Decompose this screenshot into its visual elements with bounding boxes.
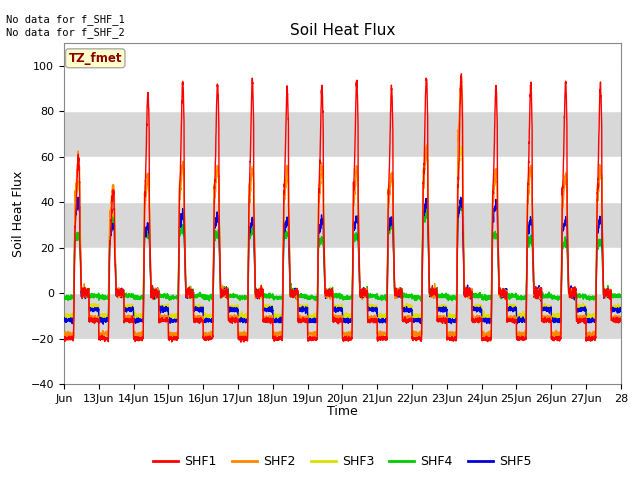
SHF4 [617, 292, 625, 298]
SHF3 [617, 304, 625, 310]
SHF1 [393, 291, 401, 297]
SHF5 [537, 291, 545, 297]
Line: SHF1: SHF1 [64, 74, 621, 342]
SHF1 [237, 339, 244, 345]
SHF4 [393, 287, 401, 293]
Title: Soil Heat Flux: Soil Heat Flux [290, 23, 395, 38]
SHF2 [175, 203, 183, 208]
SHF4 [523, 271, 531, 277]
SHF3 [586, 316, 593, 322]
SHF2 [523, 279, 531, 285]
SHF5 [176, 222, 184, 228]
SHF5 [364, 295, 371, 300]
Bar [64, 293, 621, 338]
SHF3 [393, 288, 401, 294]
Bar [64, 248, 621, 293]
SHF3 [60, 311, 68, 317]
SHF1 [364, 288, 371, 294]
SHF1 [523, 276, 531, 281]
Bar [64, 43, 621, 111]
SHF5 [617, 306, 625, 312]
SHF2 [537, 291, 545, 297]
SHF3 [523, 272, 531, 278]
SHF1 [617, 317, 625, 323]
SHF4 [60, 295, 68, 300]
Bar [64, 202, 621, 248]
SHF3 [537, 290, 545, 296]
SHF1 [458, 71, 465, 77]
SHF5 [523, 281, 531, 287]
SHF3 [495, 293, 503, 299]
SHF3 [457, 144, 465, 149]
SHF4 [417, 299, 425, 304]
SHF2 [457, 74, 465, 80]
SHF1 [175, 189, 183, 194]
SHF4 [456, 200, 464, 206]
SHF5 [495, 291, 503, 297]
SHF2 [60, 332, 68, 337]
SHF2 [363, 294, 371, 300]
Line: SHF2: SHF2 [64, 77, 621, 338]
SHF4 [495, 291, 503, 297]
SHF2 [444, 335, 451, 341]
Line: SHF3: SHF3 [64, 146, 621, 319]
SHF5 [99, 321, 107, 327]
Line: SHF4: SHF4 [64, 203, 621, 301]
SHF1 [60, 334, 68, 339]
X-axis label: Time: Time [327, 405, 358, 418]
SHF4 [175, 231, 183, 237]
SHF2 [495, 288, 503, 294]
SHF1 [537, 286, 545, 291]
Bar [64, 338, 621, 384]
SHF5 [457, 194, 465, 200]
SHF4 [363, 292, 371, 298]
SHF2 [617, 315, 625, 321]
Line: SHF5: SHF5 [64, 197, 621, 324]
SHF2 [393, 288, 401, 293]
Text: No data for f_SHF_1
No data for f_SHF_2: No data for f_SHF_1 No data for f_SHF_2 [6, 14, 125, 38]
SHF3 [175, 184, 183, 190]
SHF4 [537, 290, 545, 296]
SHF5 [60, 317, 68, 323]
SHF1 [495, 286, 503, 292]
Bar [64, 157, 621, 202]
Text: TZ_fmet: TZ_fmet [68, 52, 122, 65]
SHF5 [393, 289, 401, 295]
Y-axis label: Soil Heat Flux: Soil Heat Flux [12, 170, 25, 257]
Bar [64, 111, 621, 157]
SHF3 [363, 289, 371, 295]
Legend: SHF1, SHF2, SHF3, SHF4, SHF5: SHF1, SHF2, SHF3, SHF4, SHF5 [148, 450, 536, 473]
